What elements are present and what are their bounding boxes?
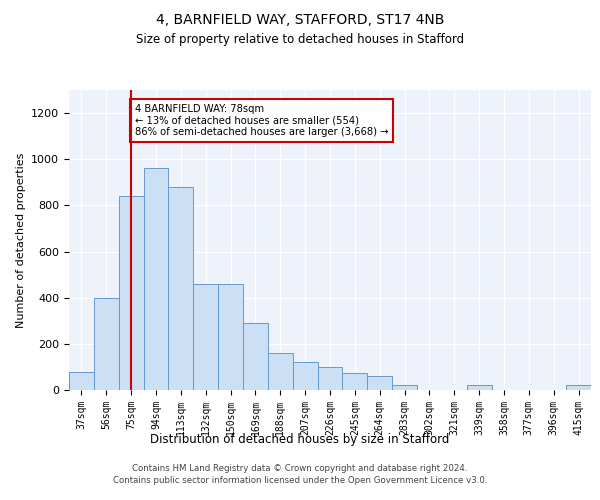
Text: Size of property relative to detached houses in Stafford: Size of property relative to detached ho… xyxy=(136,32,464,46)
Bar xyxy=(143,168,169,390)
Bar xyxy=(69,372,94,390)
Bar xyxy=(268,353,293,390)
Bar xyxy=(467,386,491,390)
Bar xyxy=(243,323,268,390)
Bar xyxy=(218,284,243,390)
Text: 4, BARNFIELD WAY, STAFFORD, ST17 4NB: 4, BARNFIELD WAY, STAFFORD, ST17 4NB xyxy=(156,12,444,26)
Bar xyxy=(343,372,367,390)
Bar xyxy=(94,298,119,390)
Bar xyxy=(566,386,591,390)
Text: Contains HM Land Registry data © Crown copyright and database right 2024.: Contains HM Land Registry data © Crown c… xyxy=(132,464,468,473)
Bar xyxy=(317,367,343,390)
Text: Contains public sector information licensed under the Open Government Licence v3: Contains public sector information licen… xyxy=(113,476,487,485)
Y-axis label: Number of detached properties: Number of detached properties xyxy=(16,152,26,328)
Bar xyxy=(293,362,317,390)
Bar xyxy=(367,376,392,390)
Text: Distribution of detached houses by size in Stafford: Distribution of detached houses by size … xyxy=(151,432,449,446)
Bar xyxy=(193,284,218,390)
Bar xyxy=(169,187,193,390)
Bar xyxy=(392,386,417,390)
Bar xyxy=(119,196,143,390)
Text: 4 BARNFIELD WAY: 78sqm
← 13% of detached houses are smaller (554)
86% of semi-de: 4 BARNFIELD WAY: 78sqm ← 13% of detached… xyxy=(135,104,388,137)
